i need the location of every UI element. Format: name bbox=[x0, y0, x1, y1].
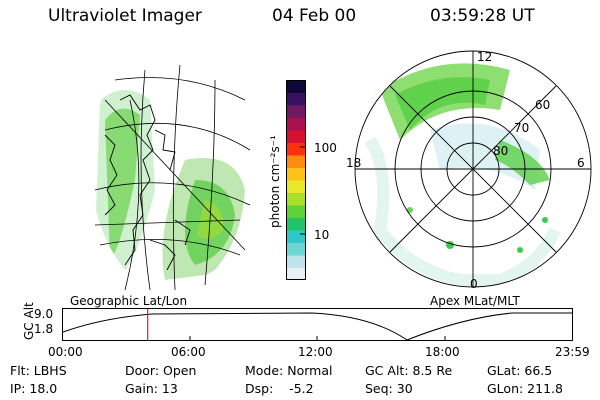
mlat-label-60: 60 bbox=[535, 98, 551, 112]
mlt-label-0: 0 bbox=[470, 277, 478, 291]
colorbar-segment bbox=[286, 180, 306, 193]
colorbar-segment bbox=[286, 117, 306, 131]
geo-panel-label: Geographic Lat/Lon bbox=[70, 294, 188, 308]
info-gc-alt: GC Alt: 8.5 Re bbox=[365, 363, 453, 378]
colorbar-segment bbox=[286, 92, 306, 106]
timeline-ytick-1.8: 1.8 bbox=[34, 322, 54, 336]
mlt-label-18: 18 bbox=[346, 156, 362, 170]
colorbar-segment bbox=[286, 105, 306, 118]
mlt-label-6: 6 bbox=[577, 156, 585, 170]
polar-plot bbox=[354, 50, 592, 288]
colorbar-segment bbox=[286, 167, 306, 181]
polar-panel-label: Apex MLat/MLT bbox=[430, 294, 520, 308]
colorbar-segment bbox=[286, 155, 306, 168]
colorbar-tick-10: 10 bbox=[314, 228, 330, 242]
colorbar-segment bbox=[286, 267, 306, 280]
timeline-xtick-1800: 18:00 bbox=[425, 345, 460, 359]
timeline-xtick-0000: 00:00 bbox=[48, 345, 83, 359]
colorbar-segment bbox=[286, 130, 306, 143]
altitude-timeline bbox=[62, 308, 573, 341]
colorbar-segment bbox=[286, 255, 306, 268]
info-seq: Seq: 30 bbox=[365, 381, 413, 396]
timeline-xtick-0600: 06:00 bbox=[171, 345, 206, 359]
date-label: 04 Feb 00 bbox=[272, 6, 357, 26]
colorbar-segment bbox=[286, 80, 306, 93]
colorbar-segment bbox=[286, 230, 306, 243]
info-glat: GLat: 66.5 bbox=[487, 363, 553, 378]
mlat-label-70: 70 bbox=[514, 121, 530, 135]
colorbar-tick-100: 100 bbox=[314, 141, 337, 155]
info-door: Door: Open bbox=[125, 363, 197, 378]
colorbar-segment bbox=[286, 205, 306, 218]
colorbar-unit-label: photon cm⁻²s⁻¹ bbox=[268, 135, 282, 228]
timeline-xtick-1200: 12:00 bbox=[298, 345, 333, 359]
geographic-image bbox=[94, 64, 251, 291]
mlt-label-12: 12 bbox=[477, 50, 493, 64]
info-ip: IP: 18.0 bbox=[10, 381, 58, 396]
info-glon: GLon: 211.8 bbox=[487, 381, 563, 396]
colorbar-segment bbox=[286, 217, 306, 231]
colorbar-segment bbox=[286, 142, 306, 156]
colorbar-segment bbox=[286, 192, 306, 206]
info-filter: Flt: LBHS bbox=[10, 363, 67, 378]
instrument-title: Ultraviolet Imager bbox=[48, 6, 202, 26]
info-dsp: Dsp: -5.2 bbox=[245, 381, 314, 396]
time-label: 03:59:28 UT bbox=[430, 6, 535, 26]
colorbar bbox=[286, 80, 306, 280]
timeline-xtick-2359: 23:59 bbox=[555, 345, 590, 359]
mlat-label-80: 80 bbox=[493, 144, 509, 158]
timeline-ytick-9: 9.0 bbox=[34, 307, 54, 321]
info-mode: Mode: Normal bbox=[245, 363, 333, 378]
info-gain: Gain: 13 bbox=[125, 381, 178, 396]
colorbar-segment bbox=[286, 242, 306, 256]
